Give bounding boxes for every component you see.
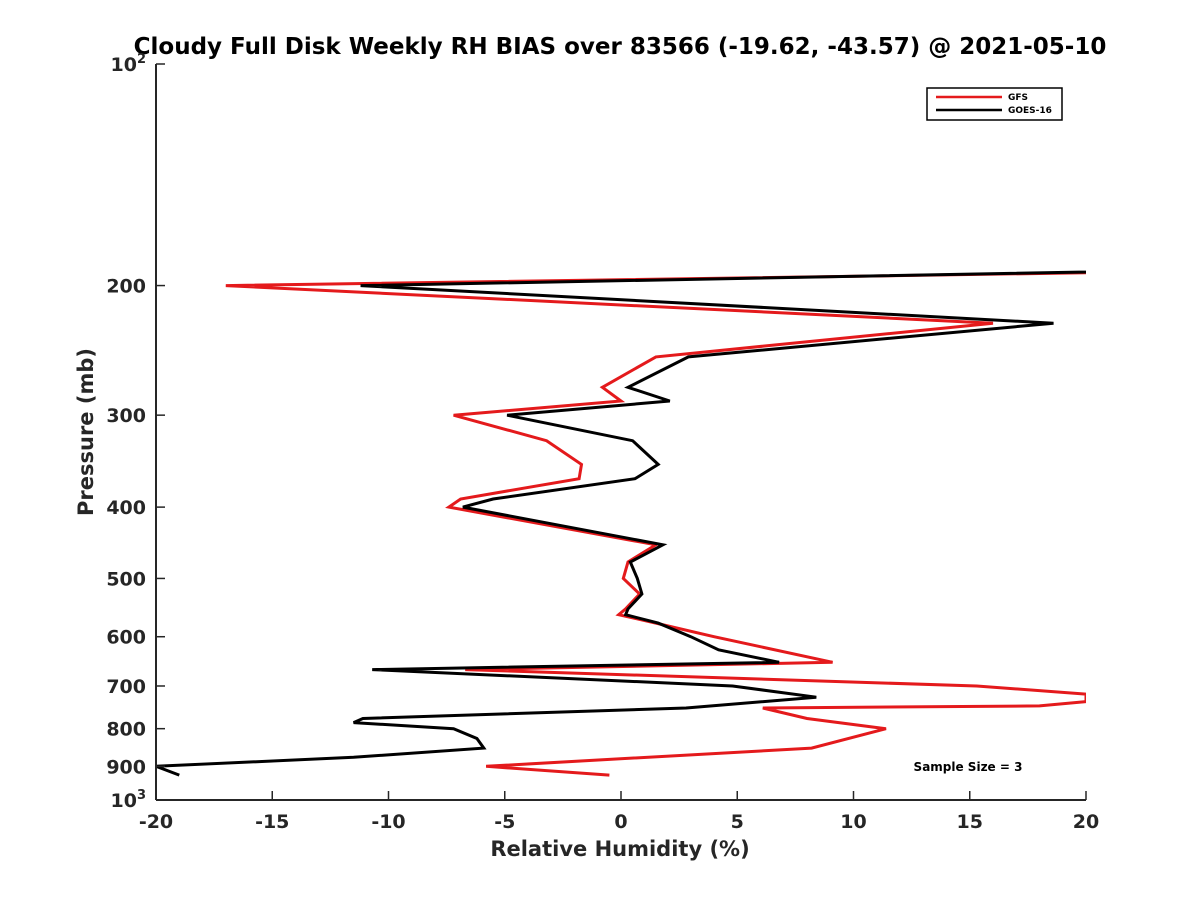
- y-tick-label: 700: [106, 676, 146, 698]
- x-tick-label: 20: [1073, 811, 1099, 833]
- y-tick-label: 600: [106, 627, 146, 649]
- series-line-goes16: [156, 270, 1086, 777]
- x-tick-label: 0: [614, 811, 627, 833]
- x-tick-label: -5: [494, 811, 515, 833]
- x-tick-label: -20: [139, 811, 173, 833]
- y-tick-label: 800: [106, 719, 146, 741]
- x-tick-label: -10: [371, 811, 405, 833]
- chart-title: Cloudy Full Disk Weekly RH BIAS over 835…: [134, 34, 1107, 60]
- x-tick-label: -15: [255, 811, 289, 833]
- y-tick-label: 900: [106, 756, 146, 778]
- legend-box: [926, 87, 1063, 121]
- y-ticks: 102 200 300 400 500 600 700 800 900 103: [106, 52, 165, 812]
- series-layer: [156, 270, 1086, 777]
- y-tick-label: 102: [111, 52, 147, 76]
- y-tick-label: 200: [106, 276, 146, 298]
- x-tick-label: 15: [957, 811, 983, 833]
- y-axis-label: Pressure (mb): [74, 348, 98, 516]
- axes: [155, 64, 1086, 801]
- x-tick-label: 5: [731, 811, 744, 833]
- series-line-gfs: [225, 271, 1086, 777]
- y-tick-label: 400: [106, 497, 146, 519]
- x-ticks: -20 -15 -10 -5 0 5 10 15 20: [139, 791, 1099, 833]
- legend: GFS GOES-16: [926, 87, 1063, 121]
- y-tick-label: 103: [111, 788, 147, 812]
- y-tick-label: 300: [106, 405, 146, 427]
- legend-label-gfs: GFS: [1008, 93, 1028, 103]
- x-axis-label: Relative Humidity (%): [490, 837, 749, 861]
- x-tick-label: 10: [840, 811, 866, 833]
- y-tick-label: 500: [106, 568, 146, 590]
- sample-size-annotation: Sample Size = 3: [914, 760, 1023, 774]
- legend-label-goes16: GOES-16: [1008, 106, 1052, 116]
